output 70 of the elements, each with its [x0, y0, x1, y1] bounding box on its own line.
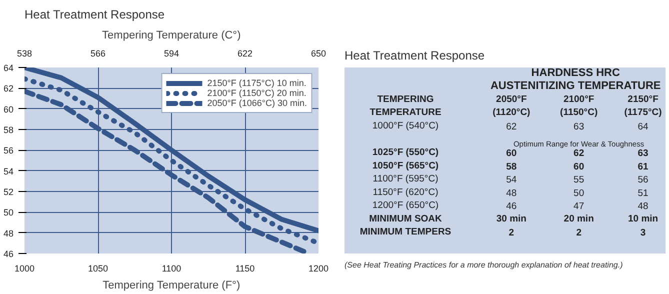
text: (See Heat Treating Practices for a more thorough explanation of heat treating.) [344, 260, 624, 270]
text: 50 [574, 188, 584, 199]
text: 2100°F [563, 94, 594, 105]
y-tick-label: 60 [3, 104, 14, 114]
x-tick-label: 1150 [235, 264, 255, 274]
text: AUSTENITIZING TEMPERATURE [490, 80, 661, 92]
text: 54 [506, 174, 517, 186]
y-tick-label: 64 [3, 63, 14, 73]
text: 2050°F [496, 94, 527, 105]
chart-title: Heat Treatment Response [24, 8, 165, 22]
x2-tick-label: 538 [16, 48, 32, 58]
x-axis-title: Tempering Temperature (F°) [102, 280, 240, 292]
text: HARDNESS HRC [531, 66, 620, 79]
text: 60 [506, 148, 517, 160]
text: 2 [508, 228, 514, 239]
text: 1000°F (540°C) [372, 120, 439, 132]
x-tick-label: 1050 [88, 264, 108, 274]
text: 63 [574, 121, 584, 132]
text: 1200°F (650°C) [372, 200, 439, 212]
text: 60 [574, 161, 584, 172]
text: 10 min [628, 213, 658, 224]
text: 55 [574, 174, 584, 186]
text: 58 [506, 161, 517, 172]
legend-label: 2100°F (1150°C) 20 min. [207, 88, 306, 98]
text: 64 [638, 121, 648, 132]
text: 30 min [496, 213, 527, 224]
text: TEMPERING [377, 94, 434, 105]
text: (1175°C) [624, 107, 662, 118]
text: 1025°F (550°C) [372, 147, 439, 158]
legend-label: 2050°F (1066°C) 30 min. [207, 98, 307, 108]
text: 62 [574, 148, 584, 160]
text: 48 [506, 188, 517, 199]
text: 56 [638, 174, 648, 186]
text: MINIMUM SOAK [369, 213, 442, 224]
y-tick-label: 50 [3, 208, 14, 218]
y-tick-label: 58 [3, 125, 14, 135]
y-tick-label: 54 [3, 166, 14, 176]
text: 46 [506, 201, 517, 212]
x2-tick-label: 650 [310, 48, 326, 58]
text: 48 [638, 201, 648, 212]
x-tick-label: 1000 [14, 264, 35, 274]
legend-label: 2150°F (1175°C) 10 min. [207, 78, 306, 88]
text: 63 [638, 148, 648, 160]
text: 3 [640, 228, 646, 239]
text: 2 [576, 228, 582, 239]
text: 47 [574, 201, 584, 212]
text: 1100°F (595°C) [372, 174, 438, 185]
text: 2150°F [628, 94, 659, 105]
text: Heat Treatment Response [344, 48, 485, 62]
text: 1050°F (565°C) [372, 160, 439, 172]
text: TEMPERATURE [370, 107, 442, 118]
text: MINIMUM TEMPERS [360, 226, 452, 238]
text: 62 [506, 121, 517, 132]
x2-tick-label: 622 [237, 48, 253, 58]
x2-axis-title: Tempering Temperature (C°) [102, 30, 241, 42]
y-tick-label: 52 [3, 187, 14, 197]
y-tick-label: 62 [3, 84, 14, 94]
y-tick-label: 48 [3, 228, 14, 238]
text: (1150°C) [560, 107, 598, 118]
x-tick-label: 1200 [308, 264, 329, 274]
text: 61 [638, 161, 650, 172]
y-tick-label: 46 [3, 249, 14, 259]
x-tick-label: 1100 [162, 264, 182, 274]
text: 51 [638, 188, 648, 199]
x2-tick-label: 566 [90, 48, 106, 58]
text: 20 min [564, 213, 594, 224]
y-tick-label: 56 [3, 146, 14, 156]
text: (1120°C) [492, 107, 530, 118]
x2-tick-label: 594 [164, 48, 180, 58]
text: 1150°F (620°C) [372, 186, 438, 198]
